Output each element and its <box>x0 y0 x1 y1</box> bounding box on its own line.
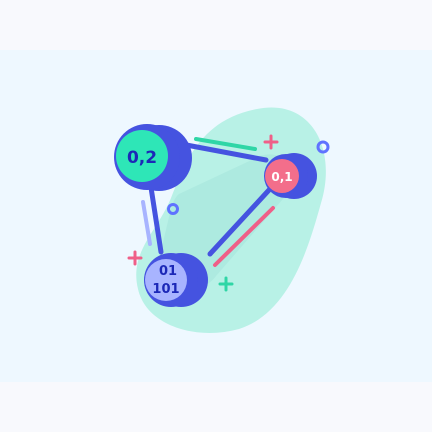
lavender-stroke <box>141 200 152 246</box>
network-shadow <box>159 154 293 289</box>
sparkle-pink-top <box>263 134 279 150</box>
edge-top <box>178 141 269 163</box>
mint-stroke <box>194 137 257 151</box>
node-zero-two-face <box>116 130 168 182</box>
node-binary-label-bottom: 101 <box>152 282 179 297</box>
sparkle-pink-left <box>127 250 143 266</box>
edge-right <box>207 187 272 257</box>
node-zero-two: 0,2 <box>114 124 192 191</box>
node-zero-one-label: 0,1 <box>271 170 292 184</box>
node-binary-label-top: 01 <box>159 264 177 279</box>
ring-dot-right <box>316 140 330 154</box>
node-binary-face <box>145 259 187 301</box>
node-zero-one: 0,1 <box>264 153 317 199</box>
ring-dot-center <box>167 203 179 215</box>
node-zero-one-face <box>265 159 299 193</box>
sparkle-mint-bottom <box>218 276 234 292</box>
pink-stroke <box>213 206 275 267</box>
node-zero-two-label: 0,2 <box>127 148 157 168</box>
edge-left <box>147 178 164 255</box>
node-binary: 01 101 <box>144 253 208 307</box>
